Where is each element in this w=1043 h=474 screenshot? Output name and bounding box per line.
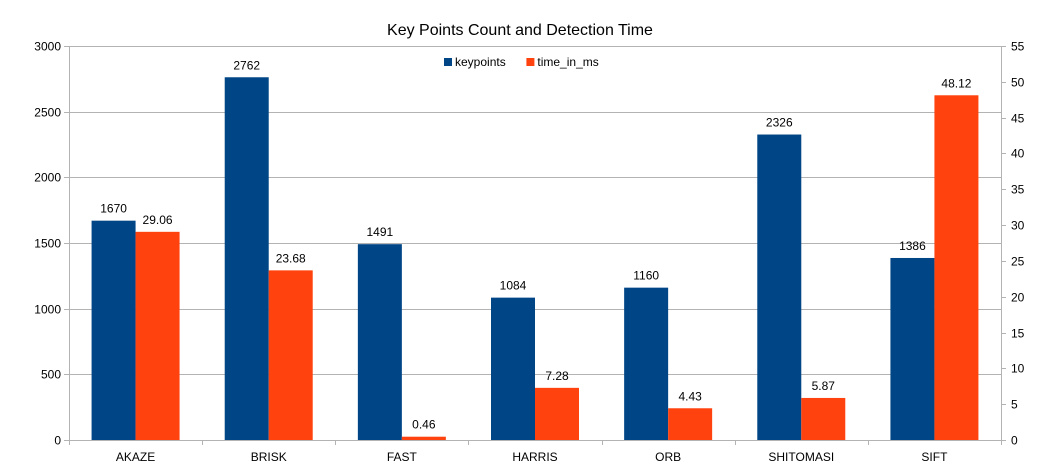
y-right-tick-label: 25 bbox=[1011, 255, 1025, 269]
legend-label: time_in_ms bbox=[537, 55, 598, 69]
bar-keypoints bbox=[624, 287, 669, 440]
legend-swatch bbox=[526, 58, 535, 66]
data-label-time_in_ms: 0.46 bbox=[412, 418, 436, 432]
x-tick-label: HARRIS bbox=[512, 450, 557, 464]
y-left-tick-label: 2000 bbox=[34, 171, 61, 185]
axes: 0 500 1000 1500 2000 2500 3000 0 5 10 15 20 25 30 35 40… bbox=[34, 40, 1024, 465]
bar-time_in_ms bbox=[135, 231, 180, 440]
y-right-tick-label: 10 bbox=[1011, 362, 1025, 376]
y-left-tick-label: 0 bbox=[54, 434, 61, 448]
data-label-keypoints: 1084 bbox=[500, 279, 527, 293]
bar-time_in_ms bbox=[801, 397, 846, 440]
x-tick-label: ORB bbox=[655, 450, 681, 464]
data-label-keypoints: 1160 bbox=[633, 269, 659, 283]
data-label-time_in_ms: 48.12 bbox=[941, 76, 971, 90]
legend-label: keypoints bbox=[455, 55, 506, 69]
x-tick-label: AKAZE bbox=[116, 450, 155, 464]
bar-keypoints bbox=[491, 297, 535, 440]
data-label-time_in_ms: 29.06 bbox=[143, 213, 173, 227]
bar-keypoints bbox=[224, 77, 269, 441]
y-right-tick-label: 30 bbox=[1011, 219, 1025, 233]
bar-time_in_ms bbox=[668, 408, 713, 440]
data-labels: 1670 2762 1491 1084 1160 2326 1386 29.06 23.68 0.… bbox=[100, 58, 972, 431]
y-left-tick-label: 1500 bbox=[34, 237, 61, 251]
bar-keypoints bbox=[890, 257, 935, 440]
y-right-tick-label: 55 bbox=[1011, 40, 1025, 54]
y-right-tick-label: 35 bbox=[1011, 183, 1025, 197]
legend: keypoints time_in_ms bbox=[444, 55, 599, 69]
x-tick-label: SIFT bbox=[921, 450, 948, 464]
bar-time_in_ms bbox=[268, 270, 313, 440]
data-label-keypoints: 1491 bbox=[367, 225, 394, 239]
y-right-tick-label: 20 bbox=[1011, 291, 1025, 305]
bar-time_in_ms bbox=[535, 387, 579, 440]
x-tick-label: FAST bbox=[387, 450, 418, 464]
data-label-time_in_ms: 4.43 bbox=[678, 389, 702, 403]
x-tick-label: BRISK bbox=[251, 450, 287, 464]
bar-keypoints bbox=[91, 220, 136, 440]
y-right-tick-label: 15 bbox=[1011, 327, 1025, 341]
bars bbox=[91, 77, 979, 441]
data-label-time_in_ms: 5.87 bbox=[812, 379, 836, 393]
x-tick-label: SHITOMASI bbox=[768, 450, 834, 464]
y-right-tick-label: 0 bbox=[1011, 434, 1018, 448]
data-label-keypoints: 2762 bbox=[233, 58, 260, 72]
y-right-tick-label: 45 bbox=[1011, 112, 1025, 126]
y-left-tick-label: 500 bbox=[41, 368, 61, 382]
bar-time_in_ms bbox=[934, 95, 979, 440]
bar-keypoints bbox=[757, 134, 802, 440]
data-label-time_in_ms: 7.28 bbox=[545, 369, 569, 383]
y-right-tick-label: 40 bbox=[1011, 147, 1025, 161]
legend-swatch bbox=[444, 58, 452, 66]
data-label-keypoints: 1670 bbox=[100, 202, 127, 216]
y-right-tick-label: 50 bbox=[1011, 76, 1025, 90]
data-label-keypoints: 2326 bbox=[766, 116, 793, 130]
data-label-keypoints: 1386 bbox=[899, 239, 926, 253]
y-left-tick-label: 3000 bbox=[34, 40, 61, 54]
data-label-time_in_ms: 23.68 bbox=[276, 251, 306, 265]
bar-time_in_ms bbox=[401, 436, 446, 440]
y-right-tick-label: 5 bbox=[1011, 398, 1018, 412]
bar-keypoints bbox=[357, 244, 402, 440]
y-left-tick-label: 1000 bbox=[34, 303, 61, 317]
y-left-tick-label: 2500 bbox=[34, 106, 61, 120]
chart-title: Key Points Count and Detection Time bbox=[387, 22, 653, 39]
